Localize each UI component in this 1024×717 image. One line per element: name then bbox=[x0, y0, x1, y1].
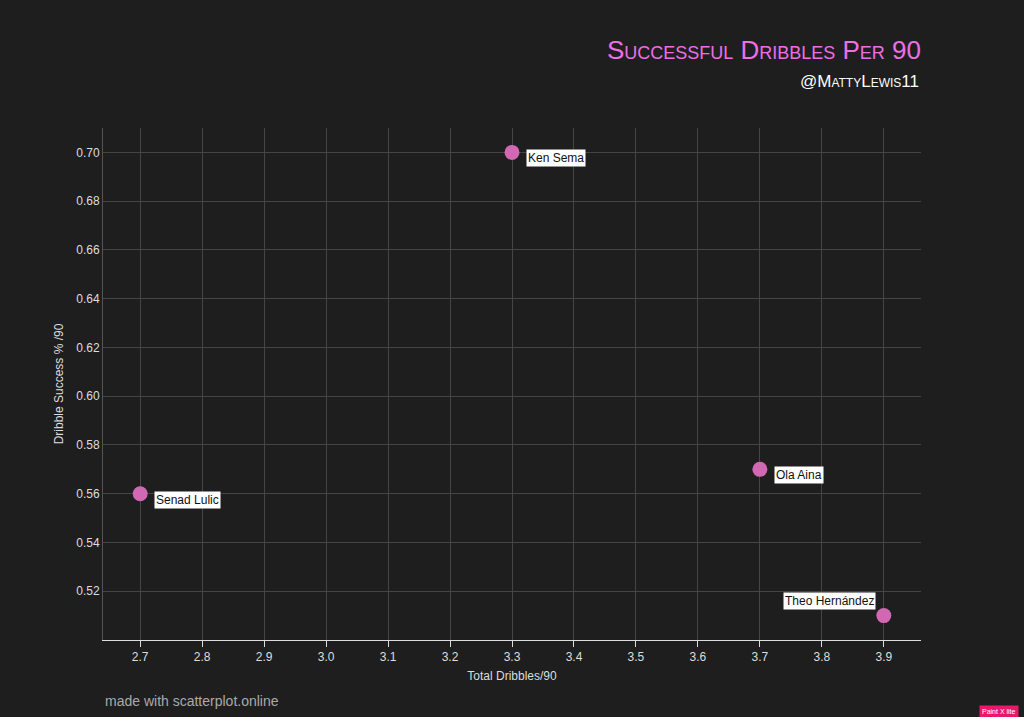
svg-text:Theo Hernández: Theo Hernández bbox=[785, 594, 874, 608]
svg-text:3.4: 3.4 bbox=[566, 650, 583, 664]
svg-text:2.9: 2.9 bbox=[256, 650, 273, 664]
svg-text:3.8: 3.8 bbox=[814, 650, 831, 664]
svg-text:3.1: 3.1 bbox=[380, 650, 397, 664]
svg-text:0.58: 0.58 bbox=[76, 438, 100, 452]
svg-text:Senad Lulic: Senad Lulic bbox=[156, 493, 219, 507]
svg-text:@MattyLewis11: @MattyLewis11 bbox=[800, 72, 919, 91]
svg-text:3.7: 3.7 bbox=[752, 650, 769, 664]
svg-text:Paint X lite: Paint X lite bbox=[982, 708, 1016, 715]
svg-text:Ken Sema: Ken Sema bbox=[528, 151, 584, 165]
svg-text:3.3: 3.3 bbox=[504, 650, 521, 664]
svg-text:0.70: 0.70 bbox=[76, 146, 100, 160]
svg-text:0.66: 0.66 bbox=[76, 243, 100, 257]
svg-text:made with scatterplot.online: made with scatterplot.online bbox=[105, 693, 279, 709]
svg-text:2.8: 2.8 bbox=[194, 650, 211, 664]
svg-text:3.0: 3.0 bbox=[318, 650, 335, 664]
svg-text:2.7: 2.7 bbox=[132, 650, 149, 664]
svg-text:3.2: 3.2 bbox=[442, 650, 459, 664]
svg-text:0.62: 0.62 bbox=[76, 341, 100, 355]
svg-text:0.56: 0.56 bbox=[76, 487, 100, 501]
svg-text:0.64: 0.64 bbox=[76, 292, 100, 306]
svg-text:Ola Aina: Ola Aina bbox=[776, 468, 822, 482]
svg-text:Dribble Success % /90: Dribble Success % /90 bbox=[52, 323, 66, 444]
svg-text:3.6: 3.6 bbox=[690, 650, 707, 664]
svg-text:3.9: 3.9 bbox=[875, 650, 892, 664]
svg-text:3.5: 3.5 bbox=[628, 650, 645, 664]
svg-text:0.60: 0.60 bbox=[76, 389, 100, 403]
svg-text:Total Dribbles/90: Total Dribbles/90 bbox=[467, 669, 557, 683]
svg-text:Successful Dribbles Per 90: Successful Dribbles Per 90 bbox=[607, 35, 921, 65]
svg-text:0.68: 0.68 bbox=[76, 194, 100, 208]
svg-text:0.54: 0.54 bbox=[76, 536, 100, 550]
svg-text:0.52: 0.52 bbox=[76, 584, 100, 598]
